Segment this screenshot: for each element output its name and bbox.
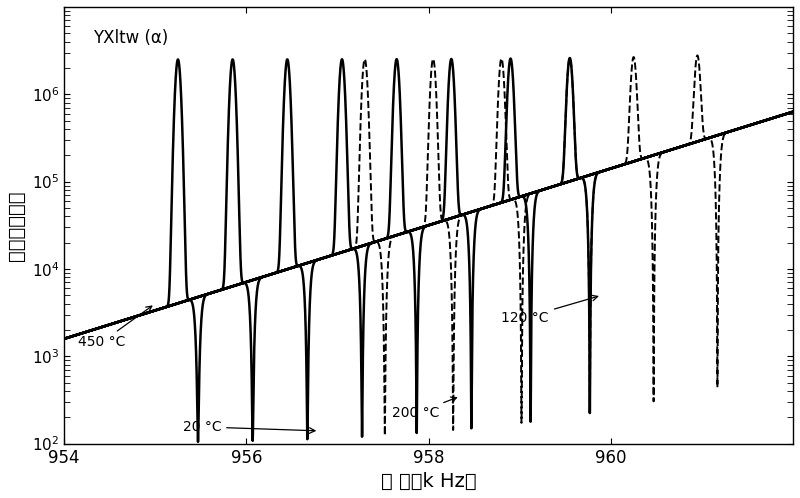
Y-axis label: 阻抗（欧姆）: 阻抗（欧姆） xyxy=(7,190,26,260)
Text: 200 °C: 200 °C xyxy=(392,397,457,420)
Text: 450 °C: 450 °C xyxy=(78,306,152,350)
X-axis label: 频 率（k Hz）: 频 率（k Hz） xyxy=(381,472,476,491)
Text: 120 °C: 120 °C xyxy=(502,295,598,325)
Text: 20 °C: 20 °C xyxy=(182,420,315,434)
Text: YXltw (α): YXltw (α) xyxy=(94,29,169,47)
